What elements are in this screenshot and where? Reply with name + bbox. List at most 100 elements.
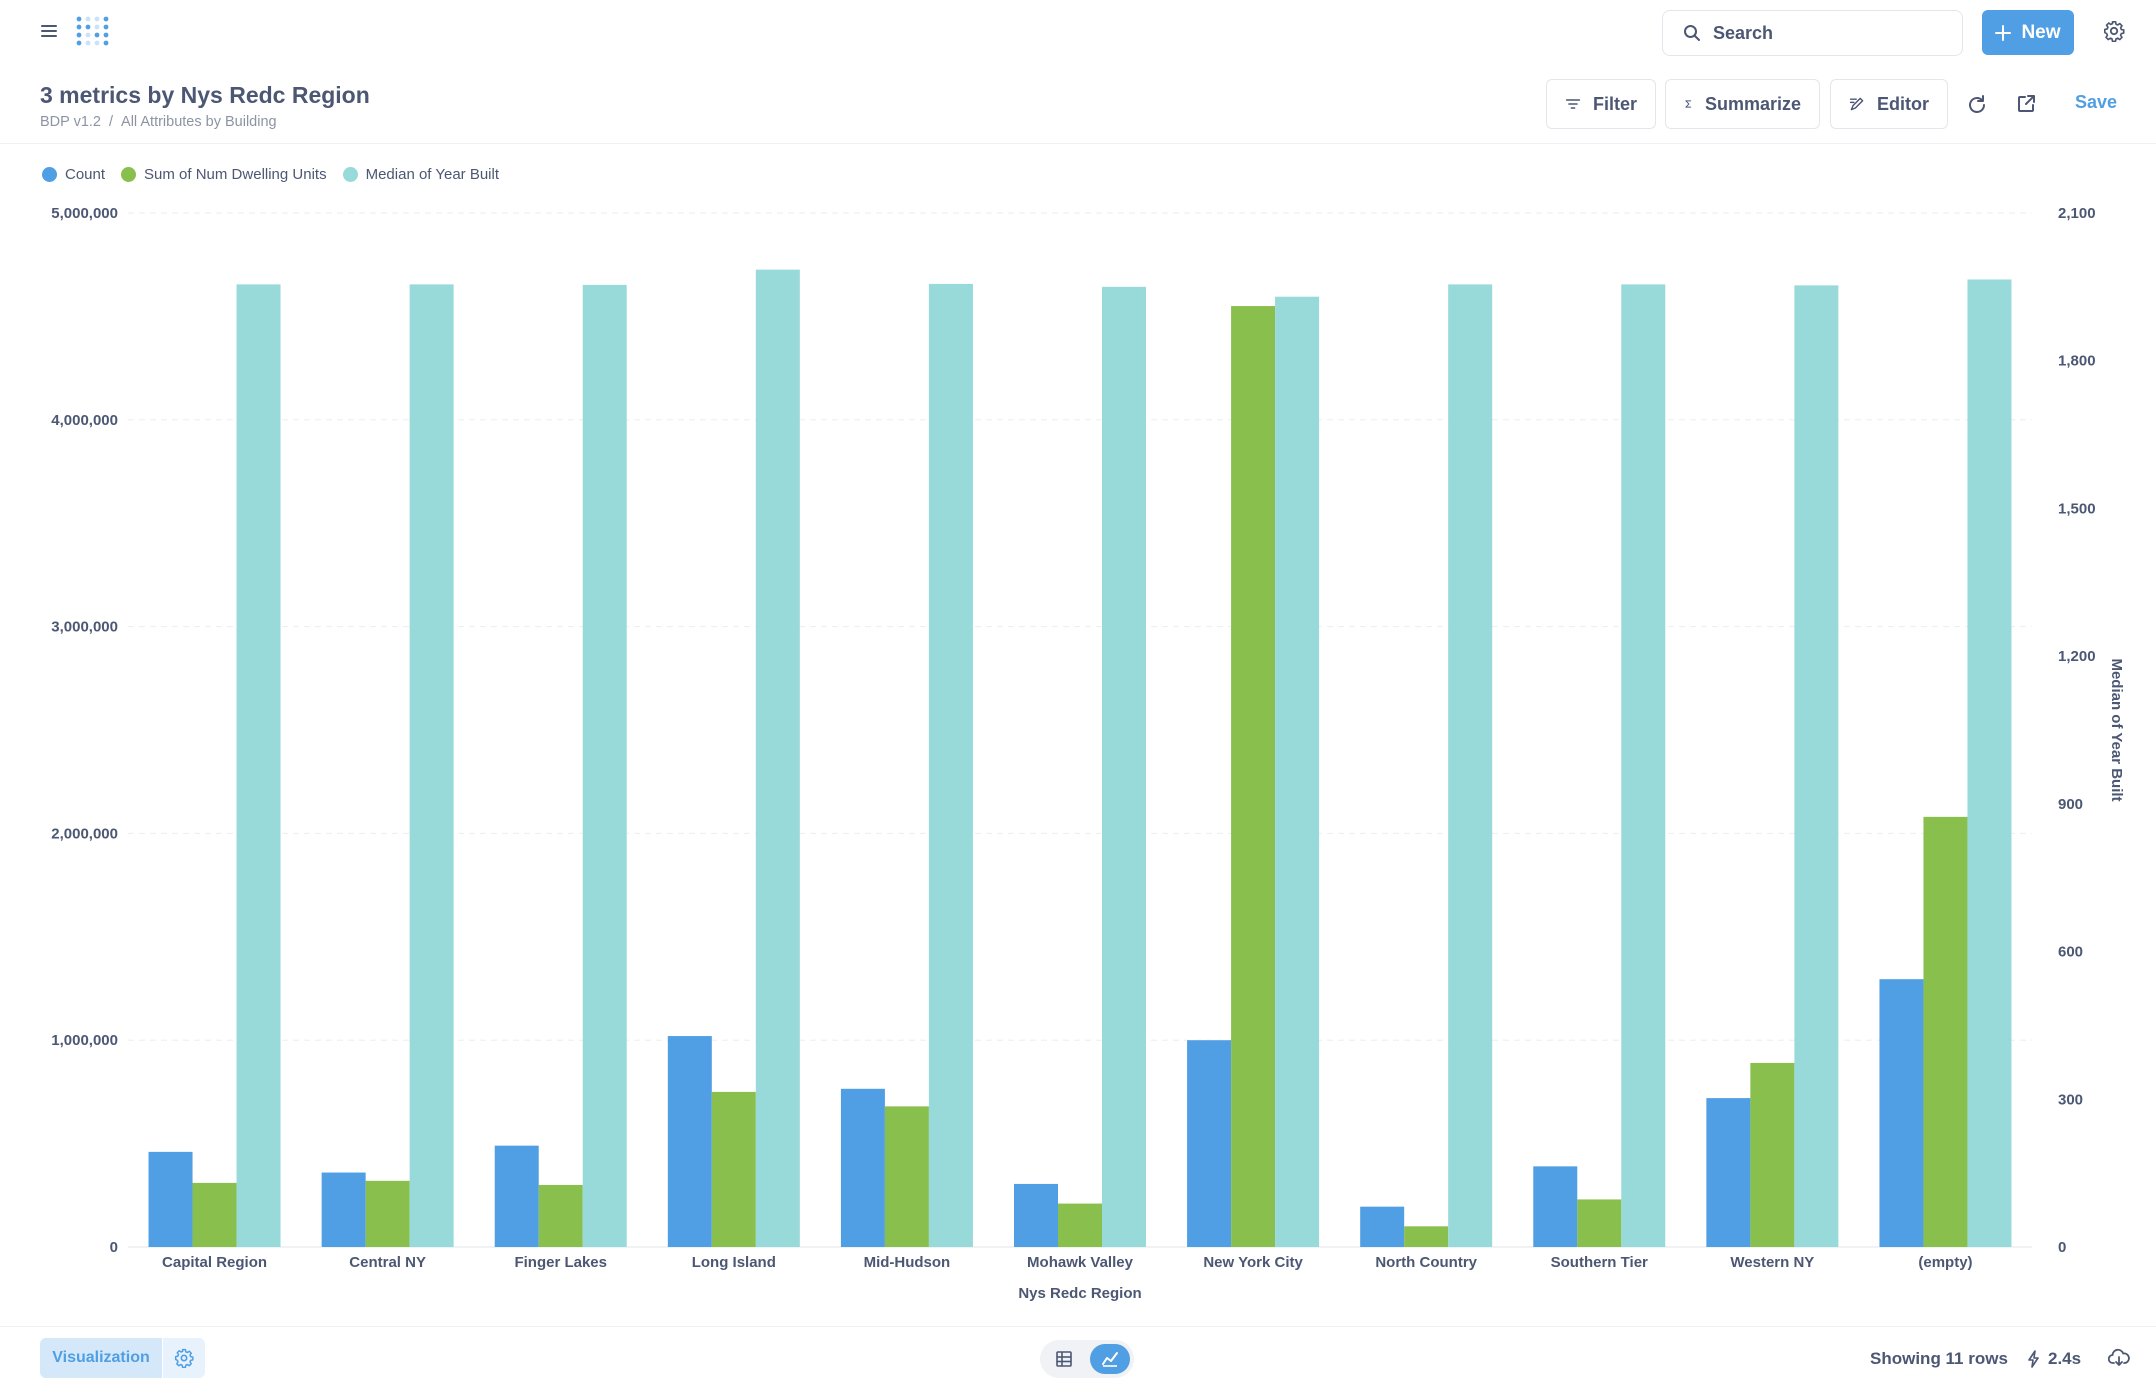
x-axis-title: Nys Redc Region bbox=[1018, 1285, 1141, 1302]
bar-count bbox=[1014, 1183, 1058, 1247]
y-axis-left-tick-label: 2,000,000 bbox=[51, 825, 118, 842]
bar-sum-of-num-dwelling-units bbox=[1577, 1199, 1622, 1247]
legend-item-count[interactable]: Count bbox=[42, 166, 105, 183]
legend-label-year-built: Median of Year Built bbox=[365, 166, 500, 183]
bar-median-of-year-built bbox=[409, 284, 454, 1247]
download-icon[interactable] bbox=[2108, 1347, 2130, 1369]
filter-icon bbox=[1565, 99, 1581, 109]
y-axis-right-tick-label: 900 bbox=[2058, 796, 2083, 813]
bar-count bbox=[840, 1088, 885, 1247]
legend-item-dwelling-units[interactable]: Sum of Num Dwelling Units bbox=[121, 166, 327, 183]
y-axis-right-tick-label: 1,800 bbox=[2058, 353, 2096, 370]
question-header: 3 metrics by Nys Redc Region BDP v1.2 / … bbox=[0, 64, 2156, 144]
save-button[interactable]: Save bbox=[2075, 92, 2118, 112]
bar-sum-of-num-dwelling-units bbox=[1058, 1203, 1102, 1247]
legend-dot-year-built bbox=[342, 167, 358, 182]
menu-icon[interactable] bbox=[40, 22, 58, 40]
legend-dot-dwelling-units bbox=[121, 167, 137, 182]
bar-median-of-year-built bbox=[236, 284, 281, 1247]
bar-sum-of-num-dwelling-units bbox=[1231, 306, 1276, 1247]
bar-count bbox=[321, 1172, 366, 1247]
y-axis-left-tick-label: 1,000,000 bbox=[51, 1032, 118, 1049]
x-axis-tick-label: Finger Lakes bbox=[514, 1254, 607, 1271]
query-timing: 2.4s bbox=[2026, 1349, 2081, 1369]
bar-sum-of-num-dwelling-units bbox=[365, 1180, 410, 1247]
legend-dot-count bbox=[42, 167, 57, 182]
bar-chart: 0 1,000,000 2,000,000 3,000,000 4,000,000 5,0… bbox=[51, 205, 2125, 1302]
y-axis-left-tick-label: 5,000,000 bbox=[51, 205, 118, 222]
y-axis-right-tick-label: 2,100 bbox=[2058, 205, 2096, 222]
legend-item-year-built[interactable]: Median of Year Built bbox=[342, 166, 500, 183]
bar-sum-of-num-dwelling-units bbox=[1923, 816, 1968, 1247]
y-axis-right-tick-label: 1,200 bbox=[2058, 648, 2096, 665]
breadcrumb-separator: / bbox=[109, 114, 114, 130]
visualization-settings-button[interactable] bbox=[163, 1338, 205, 1378]
x-axis-tick-label: Capital Region bbox=[162, 1254, 267, 1271]
legend-label-count: Count bbox=[65, 166, 106, 183]
breadcrumb-table[interactable]: All Attributes by Building bbox=[121, 114, 277, 130]
legend-label-dwelling-units: Sum of Num Dwelling Units bbox=[144, 166, 327, 183]
bar-median-of-year-built bbox=[582, 284, 627, 1247]
chart-area: 0 1,000,000 2,000,000 3,000,000 4,000,000 5,0… bbox=[0, 145, 2156, 1325]
y-axis-left-tick-label: 4,000,000 bbox=[51, 412, 118, 429]
y-axis-right-title: Median of Year Built bbox=[2108, 658, 2125, 801]
bolt-icon bbox=[2028, 1350, 2039, 1368]
footer-bar: Visualization Showing 11 rows 2.4s bbox=[0, 1326, 2156, 1389]
gear-icon[interactable] bbox=[2103, 20, 2125, 42]
bar-count bbox=[1360, 1206, 1405, 1247]
plus-icon bbox=[1995, 24, 2012, 41]
bar-sum-of-num-dwelling-units bbox=[1404, 1226, 1449, 1247]
editor-button[interactable]: Editor bbox=[1830, 79, 1948, 129]
search-icon bbox=[1684, 25, 1700, 41]
gear-icon bbox=[174, 1348, 194, 1368]
search-box[interactable] bbox=[1662, 10, 1963, 56]
x-axis-tick-label: New York City bbox=[1203, 1254, 1303, 1271]
x-axis-tick-label: North Country bbox=[1375, 1254, 1477, 1271]
bar-count bbox=[494, 1145, 539, 1247]
x-axis-tick-label: Long Island bbox=[692, 1254, 776, 1271]
bar-count bbox=[1879, 979, 1924, 1247]
refresh-icon[interactable] bbox=[1966, 94, 1988, 116]
y-axis-left-tick-label: 3,000,000 bbox=[51, 619, 118, 636]
breadcrumb: BDP v1.2 / All Attributes by Building bbox=[40, 114, 277, 130]
y-axis-right-tick-label: 1,500 bbox=[2058, 500, 2096, 517]
x-axis-tick-label: Mid-Hudson bbox=[864, 1254, 951, 1271]
metabase-logo[interactable] bbox=[74, 14, 112, 50]
top-navigation: New bbox=[0, 0, 2156, 64]
bar-median-of-year-built bbox=[928, 283, 973, 1248]
notebook-icon bbox=[1849, 97, 1864, 111]
breadcrumb-database[interactable]: BDP v1.2 bbox=[40, 114, 101, 130]
bar-sum-of-num-dwelling-units bbox=[1750, 1062, 1795, 1247]
summarize-label: Summarize bbox=[1704, 93, 1801, 114]
y-axis-right-tick-label: 300 bbox=[2058, 1091, 2083, 1108]
chart-view-button[interactable] bbox=[1090, 1344, 1130, 1374]
bar-median-of-year-built bbox=[1448, 284, 1493, 1247]
search-input[interactable] bbox=[1713, 22, 1953, 44]
summarize-button[interactable]: Summarize bbox=[1665, 79, 1820, 129]
bar-sum-of-num-dwelling-units bbox=[538, 1184, 583, 1247]
view-toggle bbox=[1040, 1340, 1134, 1378]
filter-button[interactable]: Filter bbox=[1546, 79, 1656, 129]
page-title[interactable]: 3 metrics by Nys Redc Region bbox=[40, 82, 370, 108]
row-count: Showing 11 rows bbox=[1870, 1349, 2008, 1368]
x-axis-tick-label: Southern Tier bbox=[1551, 1254, 1648, 1271]
bar-median-of-year-built bbox=[1102, 286, 1146, 1247]
bar-median-of-year-built bbox=[755, 269, 800, 1248]
bar-count bbox=[667, 1036, 712, 1247]
table-icon bbox=[1056, 1351, 1072, 1367]
bar-count bbox=[148, 1151, 193, 1247]
x-axis-tick-label: Central NY bbox=[349, 1254, 426, 1271]
bar-median-of-year-built bbox=[1794, 285, 1839, 1247]
bar-median-of-year-built bbox=[1621, 284, 1666, 1247]
bar-count bbox=[1706, 1098, 1751, 1247]
bar-sum-of-num-dwelling-units bbox=[192, 1182, 237, 1247]
x-axis-tick-label: Mohawk Valley bbox=[1027, 1254, 1134, 1271]
new-button[interactable]: New bbox=[1982, 10, 2074, 55]
x-axis-tick-label: Western NY bbox=[1730, 1254, 1814, 1271]
table-view-button[interactable] bbox=[1044, 1344, 1084, 1374]
share-icon[interactable] bbox=[2016, 94, 2036, 114]
bar-count bbox=[1533, 1166, 1578, 1247]
y-axis-left-tick-label: 0 bbox=[110, 1239, 118, 1256]
sigma-icon bbox=[1685, 100, 1692, 108]
visualization-button[interactable]: Visualization bbox=[40, 1338, 162, 1378]
